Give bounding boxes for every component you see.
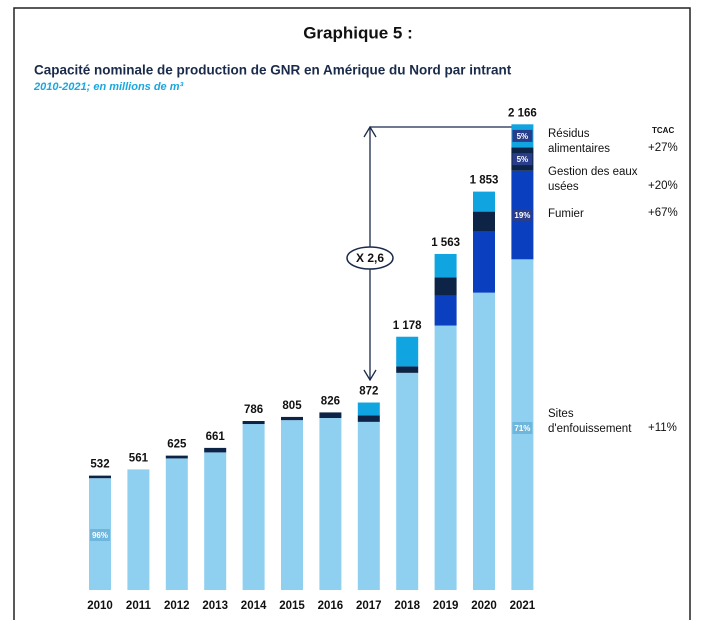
bar-segment (473, 292, 495, 590)
total-label: 826 (321, 395, 340, 407)
total-label: 532 (90, 459, 109, 471)
x-tick-label: 2016 (318, 600, 344, 612)
bar-segment (396, 372, 419, 590)
unit-note: 2010-2021; en millions de m³ (33, 81, 184, 93)
total-label: 625 (167, 439, 187, 451)
bar-segment (473, 231, 495, 293)
growth-label: +27% (648, 142, 678, 154)
share-label: 71% (514, 424, 530, 433)
share-label-box (512, 422, 533, 434)
bar-segment (319, 412, 342, 418)
bar-segment (434, 325, 457, 590)
x-tick-label: 2020 (471, 600, 497, 612)
bar-segment (434, 277, 457, 296)
share-label-box (512, 153, 533, 166)
bar-segment (357, 402, 380, 416)
x-tick-label: 2021 (510, 600, 536, 612)
total-label: 805 (282, 400, 302, 412)
bar-segment (242, 421, 265, 425)
total-label: 872 (359, 386, 378, 398)
bar-segment (473, 211, 495, 232)
share-label-box (512, 209, 533, 222)
x-tick-label: 2017 (356, 600, 382, 612)
bar-segment (396, 366, 419, 373)
share-label: 19% (514, 211, 530, 220)
total-label: 2 166 (508, 107, 537, 119)
bar-segment (357, 421, 380, 590)
bar-segment (127, 469, 150, 590)
annotation-badge (346, 246, 394, 270)
x-tick-label: 2018 (394, 600, 420, 612)
x-tick-label: 2011 (126, 600, 152, 612)
bar-segment (89, 475, 111, 479)
bar-segment (357, 415, 380, 422)
total-label: 1 563 (431, 237, 460, 249)
x-tick-label: 2012 (164, 600, 190, 612)
growth-label: +67% (648, 207, 678, 219)
frame (13, 7, 691, 620)
x-tick-label: 2013 (202, 600, 228, 612)
bar-segment (165, 455, 188, 459)
x-tick-label: 2015 (279, 600, 305, 612)
bar-segment (396, 336, 419, 367)
legend-label: Gestion des eaux usées (548, 166, 638, 193)
share-label: 5% (517, 155, 529, 164)
legend-label: Résidus alimentaires (548, 128, 610, 155)
bar-segment (204, 452, 227, 590)
legend-label: Fumier (548, 208, 584, 220)
growth-label: +11% (648, 422, 677, 434)
bar-segment (242, 424, 265, 590)
share-label-box (512, 129, 533, 142)
chart-title: Graphique 5 : (303, 23, 413, 42)
share-label-box (90, 529, 110, 541)
total-label: 1 178 (393, 320, 422, 332)
arrow-heads (363, 125, 377, 382)
annotation: X 2,6 (356, 251, 384, 265)
bar-segment (281, 416, 303, 421)
total-label: 661 (206, 431, 226, 443)
subtitle: Capacité nominale de production de GNR e… (34, 63, 512, 78)
bar-segment (473, 191, 495, 212)
x-tick-label: 2014 (241, 600, 267, 612)
growth-label: +20% (648, 180, 678, 192)
total-label: 786 (244, 404, 263, 416)
bar-segment (434, 253, 457, 278)
share-label: 96% (92, 531, 108, 540)
legend-label: Sites d'enfouissement (548, 408, 632, 435)
total-label: 561 (129, 452, 149, 464)
x-tick-label: 2019 (433, 600, 459, 612)
share-label: 5% (517, 132, 529, 141)
bar-segment (434, 295, 457, 326)
bar-segment (319, 418, 342, 590)
growth-header: TCAC (652, 126, 674, 135)
bar-segment (165, 458, 188, 590)
x-tick-label: 2010 (87, 600, 113, 612)
bar-segment (281, 420, 303, 590)
bar-segment (204, 447, 227, 453)
total-label: 1 853 (470, 175, 499, 187)
